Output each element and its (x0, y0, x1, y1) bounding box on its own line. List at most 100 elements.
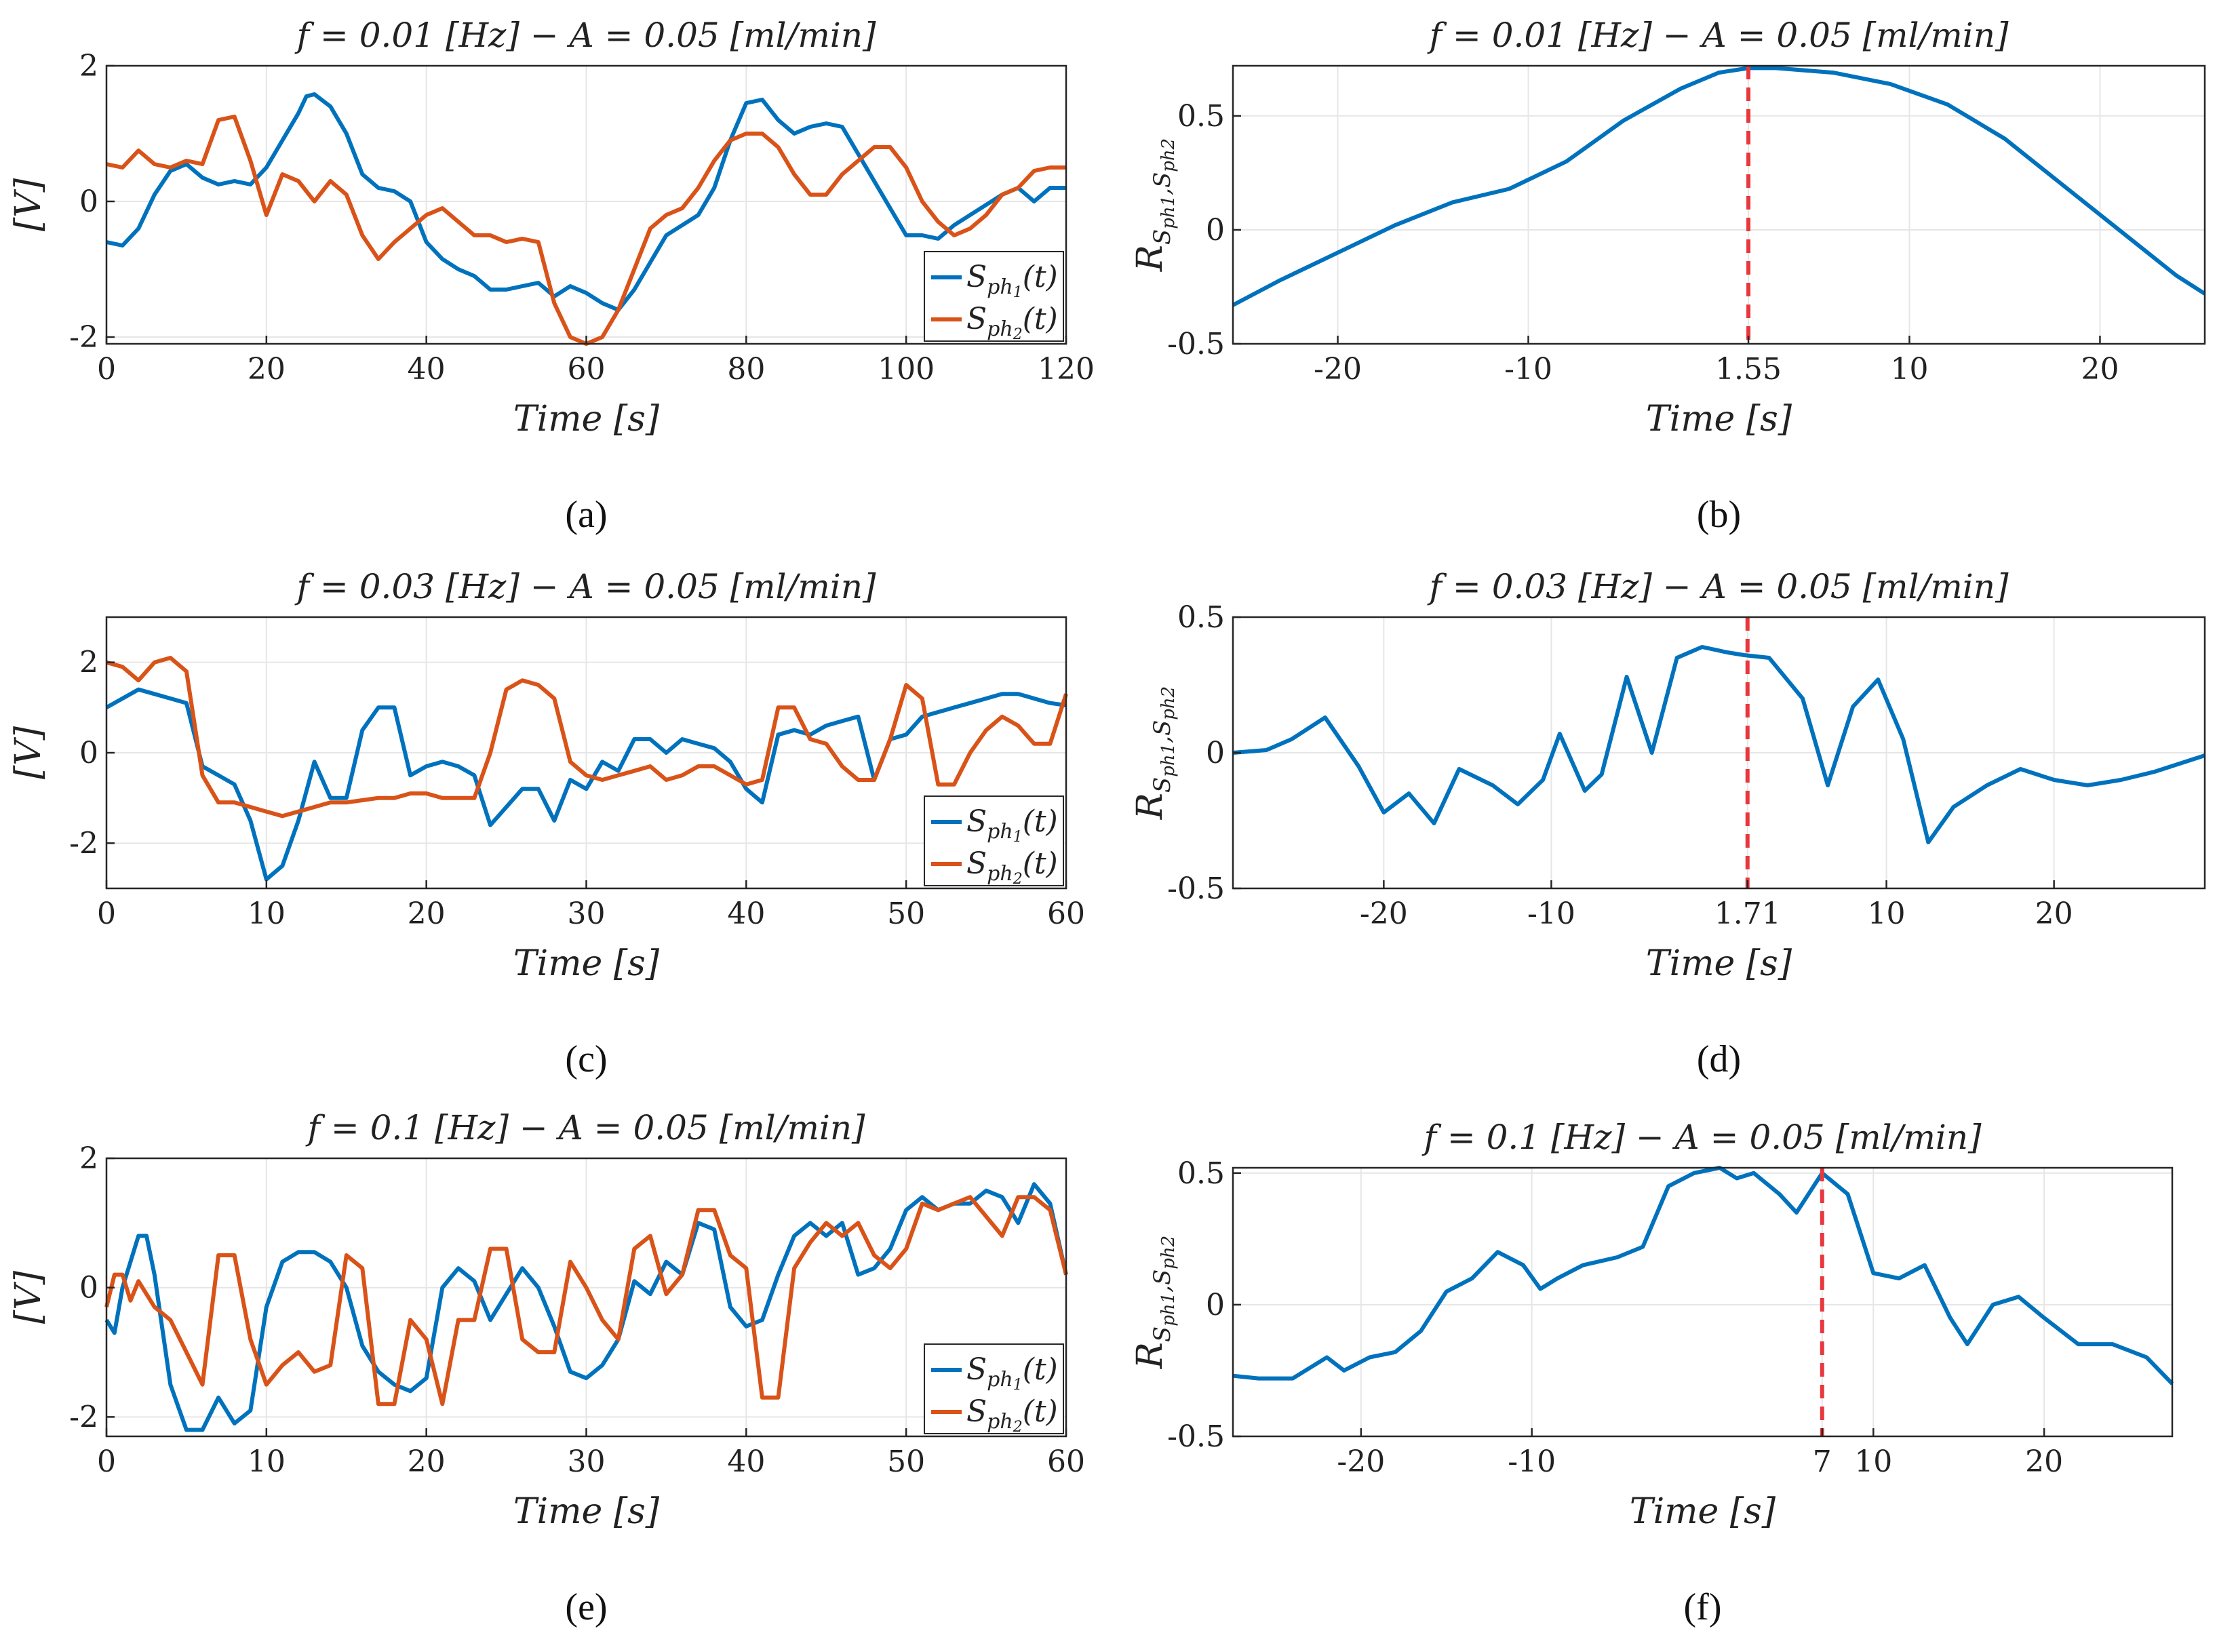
x-tick-label: 50 (887, 1444, 925, 1479)
panel-label: (f) (1684, 1586, 1722, 1628)
x-tick-label: 10 (1890, 352, 1928, 387)
legend: Sph1(t)Sph2(t) (924, 1343, 1064, 1436)
chart-f: -20 -10 7 10 20 -0.5 0 0.5 f = 0.1 [Hz] − A = 0.… (1130, 1118, 2174, 1628)
x-axis-label: Time [s] (1646, 943, 1792, 984)
legend-entry-2: Sph2(t) (966, 302, 1058, 343)
x-tick-label: 20 (2081, 352, 2119, 387)
x-tick-label: 20 (2025, 1444, 2063, 1479)
x-tick-label: 30 (568, 897, 606, 931)
x-tick-label: 1.71 (1714, 897, 1781, 931)
series-line-1 (1232, 645, 2205, 844)
chart-title: f = 0.1 [Hz] − A = 0.05 [ml/min] (305, 1108, 865, 1147)
legend: Sph1(t)Sph2(t) (924, 795, 1064, 888)
x-tick-label: 120 (1038, 352, 1095, 387)
legend: Sph1(t)Sph2(t) (924, 251, 1064, 343)
x-tick-label: 1.55 (1715, 352, 1782, 387)
series-line-1 (1232, 1166, 2174, 1385)
legend-box (924, 795, 1064, 886)
y-tick-label: 0 (1206, 736, 1225, 770)
x-tick-label: 20 (248, 352, 286, 387)
y-tick-label: 2 (79, 1141, 98, 1176)
x-tick-label: -20 (1360, 897, 1408, 931)
y-tick-label: 0 (1206, 213, 1225, 248)
x-tick-label: 80 (727, 352, 765, 387)
x-tick-label: 60 (1047, 1444, 1085, 1479)
y-tick-label: 0.5 (1177, 600, 1225, 635)
panel-label: (a) (565, 494, 607, 536)
x-tick-label: 10 (248, 897, 286, 931)
x-tick-label: 20 (408, 1444, 446, 1479)
x-tick-label: 20 (408, 897, 446, 931)
y-tick-label: -0.5 (1167, 1419, 1225, 1454)
chart-title: f = 0.03 [Hz] − A = 0.05 [ml/min] (294, 567, 876, 606)
plot-area (1233, 1168, 2172, 1436)
x-tick-label: -10 (1527, 897, 1575, 931)
x-axis-label: Time [s] (513, 1491, 660, 1532)
panel-label: (c) (565, 1038, 607, 1080)
axes-box (1232, 64, 2206, 345)
chart-d: -20 -10 1.71 10 20 -0.5 0 0.5 f = 0.03 [Hz] − A … (1130, 567, 2206, 1080)
x-tick-label: 40 (727, 897, 765, 931)
y-tick-label: -0.5 (1167, 871, 1225, 906)
legend-entry-2: Sph2(t) (966, 846, 1058, 888)
y-axis-label: [V] (8, 178, 49, 231)
y-axis-label: [V] (8, 726, 49, 779)
y-tick-label: 0 (1206, 1288, 1225, 1322)
chart-b: -20 -10 1.55 10 20 -0.5 0 0.5 f = 0.01 [Hz] − A … (1130, 16, 2206, 536)
legend-entry-1: Sph1(t) (966, 260, 1058, 301)
series-line-1 (104, 1182, 1068, 1432)
axes-box (1232, 1166, 2174, 1438)
legend-box (924, 251, 1064, 342)
x-tick-label: 60 (1047, 897, 1085, 931)
x-tick-label: 50 (887, 897, 925, 931)
x-tick-label: -20 (1314, 352, 1362, 387)
x-tick-label: 30 (568, 1444, 606, 1479)
legend-entry-1: Sph1(t) (966, 1352, 1058, 1394)
y-tick-label: -2 (69, 1400, 98, 1434)
legend-entry-2: Sph2(t) (966, 1394, 1058, 1436)
x-tick-label: 40 (727, 1444, 765, 1479)
y-axis-label: RSph1,Sph2 (1130, 686, 1179, 820)
x-tick-label: 10 (1854, 1444, 1892, 1479)
x-tick-label: 40 (408, 352, 446, 387)
y-tick-label: 0 (79, 184, 98, 219)
x-tick-label: -20 (1337, 1444, 1385, 1479)
legend-entry-1: Sph1(t) (966, 804, 1058, 846)
y-axis-label: RSph1,Sph2 (1130, 138, 1179, 272)
y-axis-label: [V] (8, 1270, 49, 1324)
y-axis-label: RSph1,Sph2 (1130, 1236, 1179, 1369)
x-axis-label: Time [s] (513, 943, 660, 984)
x-tick-label: 7 (1813, 1444, 1832, 1479)
chart-title: f = 0.01 [Hz] − A = 0.05 [ml/min] (294, 16, 876, 55)
x-axis-label: Time [s] (1630, 1491, 1776, 1532)
y-tick-label: -2 (69, 826, 98, 861)
y-tick-label: 2 (79, 646, 98, 680)
chart-c: 0 10 20 30 40 50 60 -2 0 2 f = 0.03 [Hz] − A = 0.0… (8, 567, 1085, 1080)
x-tick-label: -10 (1508, 1444, 1556, 1479)
x-tick-label: -10 (1504, 352, 1552, 387)
series-line-1 (105, 687, 1067, 882)
y-tick-label: -2 (69, 320, 98, 355)
y-tick-label: 0.5 (1177, 99, 1225, 134)
y-tick-label: -0.5 (1167, 327, 1225, 361)
chart-e: 0 10 20 30 40 50 60 -2 0 2 f = 0.1 [Hz] − A = 0.05… (8, 1108, 1085, 1628)
panel-label: (b) (1697, 494, 1741, 536)
panel-label: (e) (565, 1586, 607, 1628)
series-line-2 (106, 656, 1068, 819)
plot-area (1233, 66, 2205, 344)
y-tick-label: 0.5 (1177, 1156, 1225, 1191)
chart-title: f = 0.03 [Hz] − A = 0.05 [ml/min] (1427, 567, 2009, 606)
panel-label: (d) (1697, 1038, 1741, 1080)
series-line-1 (1232, 66, 2206, 307)
x-axis-label: Time [s] (1646, 399, 1792, 439)
x-tick-label: 20 (2035, 897, 2073, 931)
series-line-2 (104, 1195, 1068, 1407)
x-tick-label: 100 (878, 352, 935, 387)
y-tick-label: 0 (79, 1271, 98, 1305)
x-tick-label: 0 (97, 352, 116, 387)
x-axis-label: Time [s] (513, 399, 660, 439)
x-tick-label: 10 (248, 1444, 286, 1479)
x-tick-label: 60 (568, 352, 606, 387)
